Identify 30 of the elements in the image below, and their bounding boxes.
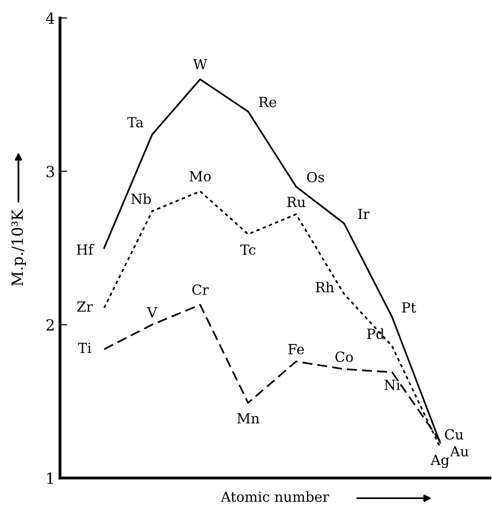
data-label: Pt	[402, 302, 416, 313]
data-label: Mn	[237, 413, 260, 424]
y-tick-label: 2	[46, 319, 54, 330]
data-label: Au	[450, 446, 469, 456]
x-axis-title: Atomic number	[220, 491, 330, 502]
data-label: Ag	[430, 454, 450, 468]
data-label: V	[146, 307, 158, 318]
data-label: Re	[258, 96, 276, 108]
data-label: Ru	[287, 196, 306, 208]
data-label: Co	[335, 352, 353, 362]
data-label: Mo	[190, 171, 211, 182]
data-label: Rh	[316, 282, 334, 292]
data-label: Os	[307, 172, 324, 182]
data-label: Tc	[240, 244, 256, 255]
data-label: Ni	[384, 380, 400, 390]
data-label: Ir	[358, 208, 370, 219]
y-axis-title: M.p./10³K	[11, 209, 26, 286]
data-label: Cu	[444, 429, 464, 440]
y-tick-label: 3	[46, 166, 54, 178]
data-label: Ti	[78, 342, 92, 354]
data-label: Fe	[288, 344, 304, 354]
y-tick-label: 1	[47, 472, 53, 484]
data-label: Zr	[77, 302, 93, 312]
data-label: Hf	[76, 244, 94, 255]
data-label: Nb	[131, 193, 151, 204]
data-label: Ta	[127, 117, 144, 128]
data-label: Cr	[192, 284, 209, 295]
y-tick-label: 4	[46, 12, 54, 24]
data-label: W	[193, 59, 208, 70]
data-label: Pd	[367, 328, 384, 340]
